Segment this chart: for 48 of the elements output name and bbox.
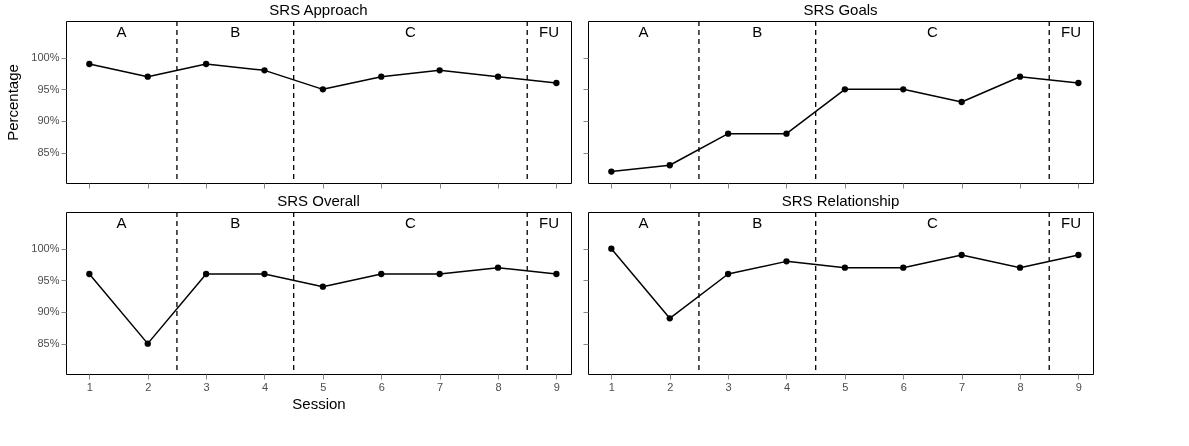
x-axis-title: Session xyxy=(292,394,346,412)
x-tick-label: 8 xyxy=(495,380,502,393)
annotation: FU xyxy=(1061,23,1082,40)
y-tick-label: 85% xyxy=(37,337,60,350)
x-tick-label: 2 xyxy=(145,380,152,393)
x-tick-label: 3 xyxy=(725,380,732,393)
annotation: B xyxy=(752,23,763,40)
x-tick-label: 9 xyxy=(553,380,560,393)
y-tick-label: 95% xyxy=(37,273,60,286)
annotation: C xyxy=(927,23,939,40)
annotation: FU xyxy=(1061,214,1082,231)
y-tick-label: 90% xyxy=(37,114,60,127)
chart-title: SRS Approach xyxy=(269,1,368,19)
x-tick-label: 7 xyxy=(437,380,444,393)
chart-title: SRS Goals xyxy=(803,1,878,19)
annotation: A xyxy=(116,214,127,231)
annotation: A xyxy=(116,23,127,40)
x-tick-label: 8 xyxy=(1017,380,1024,393)
y-tick-label: 100% xyxy=(31,51,60,64)
annotation: A xyxy=(638,214,649,231)
annotation: FU xyxy=(539,214,560,231)
annotation: C xyxy=(405,214,417,231)
annotation: A xyxy=(638,23,649,40)
annotation: C xyxy=(927,214,939,231)
annotation: C xyxy=(405,23,417,40)
x-tick-label: 7 xyxy=(959,380,966,393)
annotation: B xyxy=(230,214,241,231)
y-tick-label: 85% xyxy=(37,146,60,159)
chart-title: SRS Relationship xyxy=(781,192,900,210)
x-tick-label: 4 xyxy=(261,380,269,393)
chart-title: SRS Overall xyxy=(277,192,360,210)
annotation: B xyxy=(230,23,241,40)
x-tick-label: 9 xyxy=(1075,380,1082,393)
y-tick-label: 90% xyxy=(37,305,60,318)
x-tick-label: 6 xyxy=(378,380,385,393)
x-tick-label: 6 xyxy=(900,380,907,393)
x-tick-label: 1 xyxy=(86,380,93,393)
annotation: B xyxy=(752,214,763,231)
annotation: FU xyxy=(539,23,560,40)
y-tick-label: 100% xyxy=(31,242,60,255)
y-axis-title: Percentage xyxy=(4,64,22,141)
x-tick-label: 1 xyxy=(608,380,615,393)
x-tick-label: 3 xyxy=(203,380,210,393)
x-tick-label: 2 xyxy=(667,380,674,393)
x-tick-label: 5 xyxy=(842,380,849,393)
y-tick-label: 95% xyxy=(37,82,60,95)
x-tick-label: 4 xyxy=(783,380,791,393)
x-tick-label: 5 xyxy=(320,380,327,393)
